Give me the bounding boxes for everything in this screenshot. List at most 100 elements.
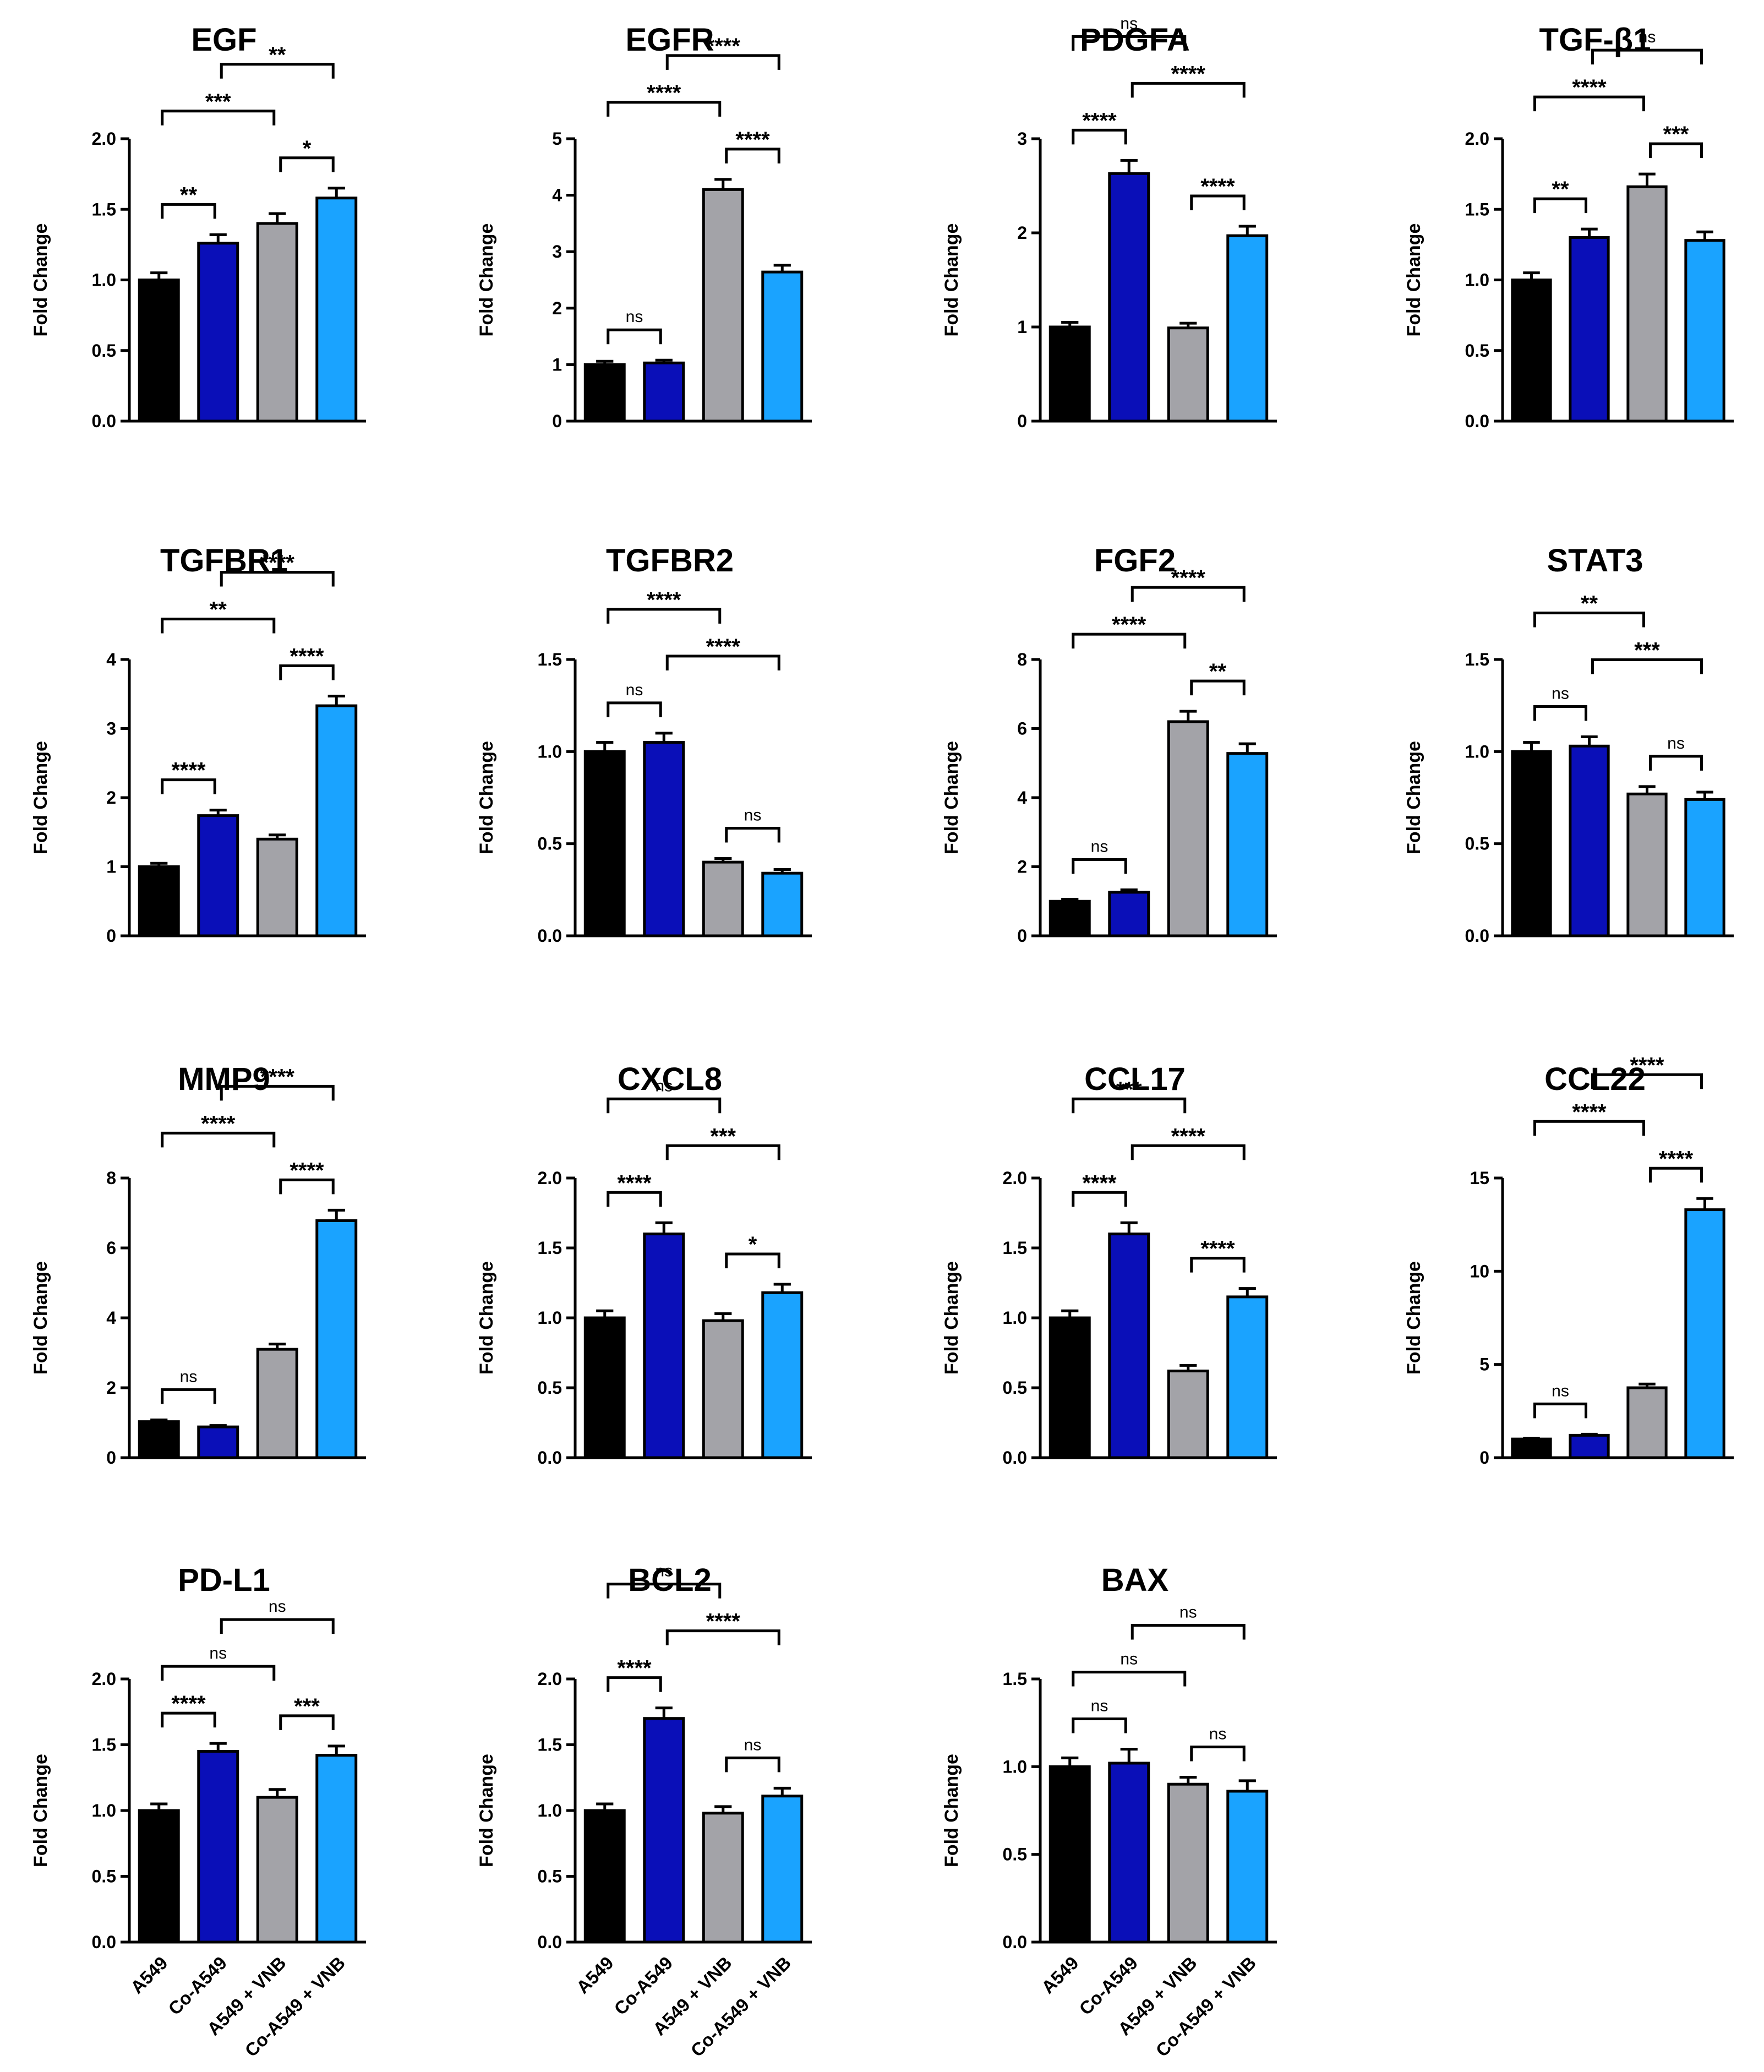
y-tick-label: 0	[1479, 1448, 1489, 1468]
significance-label: ns	[1639, 28, 1656, 46]
y-axis-label: Fold Change	[476, 1754, 497, 1867]
y-tick-label: 2.0	[1003, 1168, 1027, 1188]
significance-bracket	[220, 63, 335, 79]
significance-bracket	[1591, 48, 1703, 65]
significance-bracket	[1131, 1623, 1246, 1640]
bar-a549	[138, 279, 180, 423]
y-tick-label: 0.0	[92, 1932, 116, 1952]
bar-co-a549-vnb	[315, 1219, 358, 1459]
significance-bracket	[1072, 128, 1127, 145]
chart-title: MMP9	[178, 1061, 270, 1097]
x-tick-label: A549	[1037, 1953, 1083, 1998]
significance-label: ****	[706, 34, 741, 58]
significance-label: ns	[1209, 1725, 1227, 1743]
significance-label: ****	[1659, 1147, 1694, 1171]
significance-bracket	[1533, 197, 1587, 214]
significance-label: ns	[1091, 1697, 1108, 1715]
y-tick-label: 0	[106, 1448, 116, 1468]
bar-a549	[583, 1316, 626, 1459]
significance-bracket	[725, 826, 780, 843]
significance-bracket	[665, 54, 780, 70]
y-tick-label: 6	[1017, 719, 1027, 739]
significance-bracket	[1072, 1191, 1127, 1207]
y-axis-label: Fold Change	[941, 1754, 962, 1867]
significance-label: **	[1581, 592, 1598, 616]
bar-co-a549	[643, 1233, 685, 1459]
significance-label: ****	[706, 1610, 741, 1634]
significance-bracket	[725, 1756, 780, 1773]
bar-a549	[1511, 1437, 1552, 1459]
bar-a549-vnb	[256, 222, 298, 423]
significance-label: ****	[647, 588, 681, 612]
y-tick-label: 2	[106, 788, 116, 808]
significance-bracket	[1190, 679, 1246, 696]
significance-bracket	[161, 1711, 216, 1728]
y-tick-label: 2.0	[538, 1168, 562, 1188]
chart-title: CXCL8	[618, 1061, 722, 1097]
significance-label: ****	[1572, 75, 1607, 100]
significance-bracket	[1649, 755, 1703, 771]
significance-label: ns	[1091, 838, 1108, 856]
chart-panel-egfr: EGFR Fold Change 0 1 2 3 4 5 ns **** **** ****	[476, 22, 812, 431]
y-tick-label: 1.5	[1003, 1669, 1027, 1689]
y-tick-label: 5	[1479, 1355, 1489, 1375]
y-tick-label: 0.5	[1465, 341, 1489, 361]
y-tick-label: 0.5	[1003, 1845, 1027, 1864]
significance-label: ***	[205, 90, 231, 114]
significance-bracket	[161, 1131, 276, 1148]
chart-title: PDGFA	[1080, 22, 1190, 58]
bar-a549-vnb	[1167, 720, 1209, 937]
bar-a549	[138, 1420, 180, 1459]
bar-co-a549-vnb	[315, 704, 358, 937]
bar-co-a549	[643, 1717, 685, 1944]
significance-label: ****	[1171, 62, 1206, 86]
y-axis-label: Fold Change	[30, 1261, 51, 1375]
bar-a549-vnb	[1626, 792, 1668, 937]
bar-a549-vnb	[1626, 185, 1668, 423]
bar-co-a549-vnb	[761, 1291, 804, 1459]
bar-co-a549-vnb	[1226, 752, 1269, 937]
chart-title: BAX	[1101, 1562, 1169, 1598]
y-tick-label: 0	[106, 926, 116, 946]
significance-label: ***	[1634, 639, 1660, 663]
y-tick-label: 1.5	[1003, 1238, 1027, 1258]
y-tick-label: 2.0	[92, 1669, 116, 1689]
significance-bracket	[607, 1191, 662, 1207]
chart-title: STAT3	[1547, 543, 1643, 579]
y-tick-label: 3	[552, 242, 562, 261]
chart-title: BCL2	[628, 1562, 711, 1598]
significance-label: ns	[1552, 685, 1569, 703]
significance-bracket	[220, 571, 335, 587]
y-axis-label: Fold Change	[1403, 741, 1424, 854]
y-tick-label: 2	[1017, 223, 1027, 243]
significance-label: ns	[1179, 1603, 1197, 1621]
significance-bracket	[725, 1252, 780, 1269]
significance-label: ****	[1200, 175, 1235, 199]
significance-label: ns	[269, 1597, 286, 1616]
significance-bracket	[1533, 1402, 1587, 1419]
bar-co-a549-vnb	[761, 270, 804, 423]
significance-label: ns	[655, 1077, 673, 1095]
significance-label: *	[749, 1233, 757, 1257]
significance-label: *	[303, 137, 312, 161]
significance-label: ****	[647, 81, 681, 105]
significance-label: ****	[1112, 613, 1146, 637]
y-tick-label: 0.5	[1465, 834, 1489, 854]
significance-bracket	[607, 1097, 722, 1114]
significance-label: ****	[735, 128, 770, 152]
y-tick-label: 5	[552, 129, 562, 149]
y-tick-label: 1.5	[1465, 199, 1489, 219]
significance-bracket	[607, 1583, 722, 1599]
significance-bracket	[1190, 194, 1246, 211]
significance-label: ns	[626, 681, 643, 699]
significance-bracket	[665, 1629, 780, 1645]
significance-label: ****	[1082, 1171, 1117, 1195]
bar-co-a549-vnb	[1226, 1790, 1269, 1944]
y-tick-label: 8	[106, 1168, 116, 1188]
significance-label: ns	[626, 308, 643, 326]
x-tick-label: Co-A549 + VNB	[1152, 1953, 1260, 2061]
y-tick-label: 1.5	[538, 650, 562, 669]
bar-co-a549-vnb	[1226, 234, 1269, 423]
